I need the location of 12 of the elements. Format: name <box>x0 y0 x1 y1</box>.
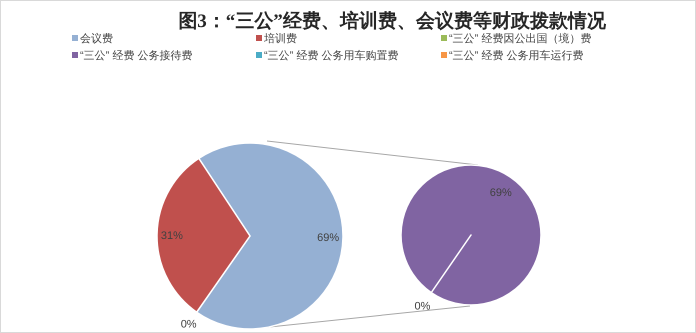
legend-label: 会议费 <box>80 32 113 45</box>
data-label: 31% <box>160 230 184 242</box>
legend-label: “三公” 经费 公务用车运行费 <box>449 49 584 62</box>
text: 0% <box>180 318 197 331</box>
data-label: 69% <box>490 186 512 199</box>
text: 图3：“三公”经费、培训费、会议费等财政拨款情况 <box>178 10 607 32</box>
legend-label: 培训费 <box>263 32 297 45</box>
text: 0% <box>414 300 430 312</box>
legend-label: “三公” 经费因公出国（境）费 <box>449 32 592 45</box>
data-label: 69% <box>317 232 340 244</box>
legend-label: “三公” 经费 公务用车购置费 <box>264 49 398 62</box>
legend-label: “三公” 经费 公务接待费 <box>80 49 192 62</box>
